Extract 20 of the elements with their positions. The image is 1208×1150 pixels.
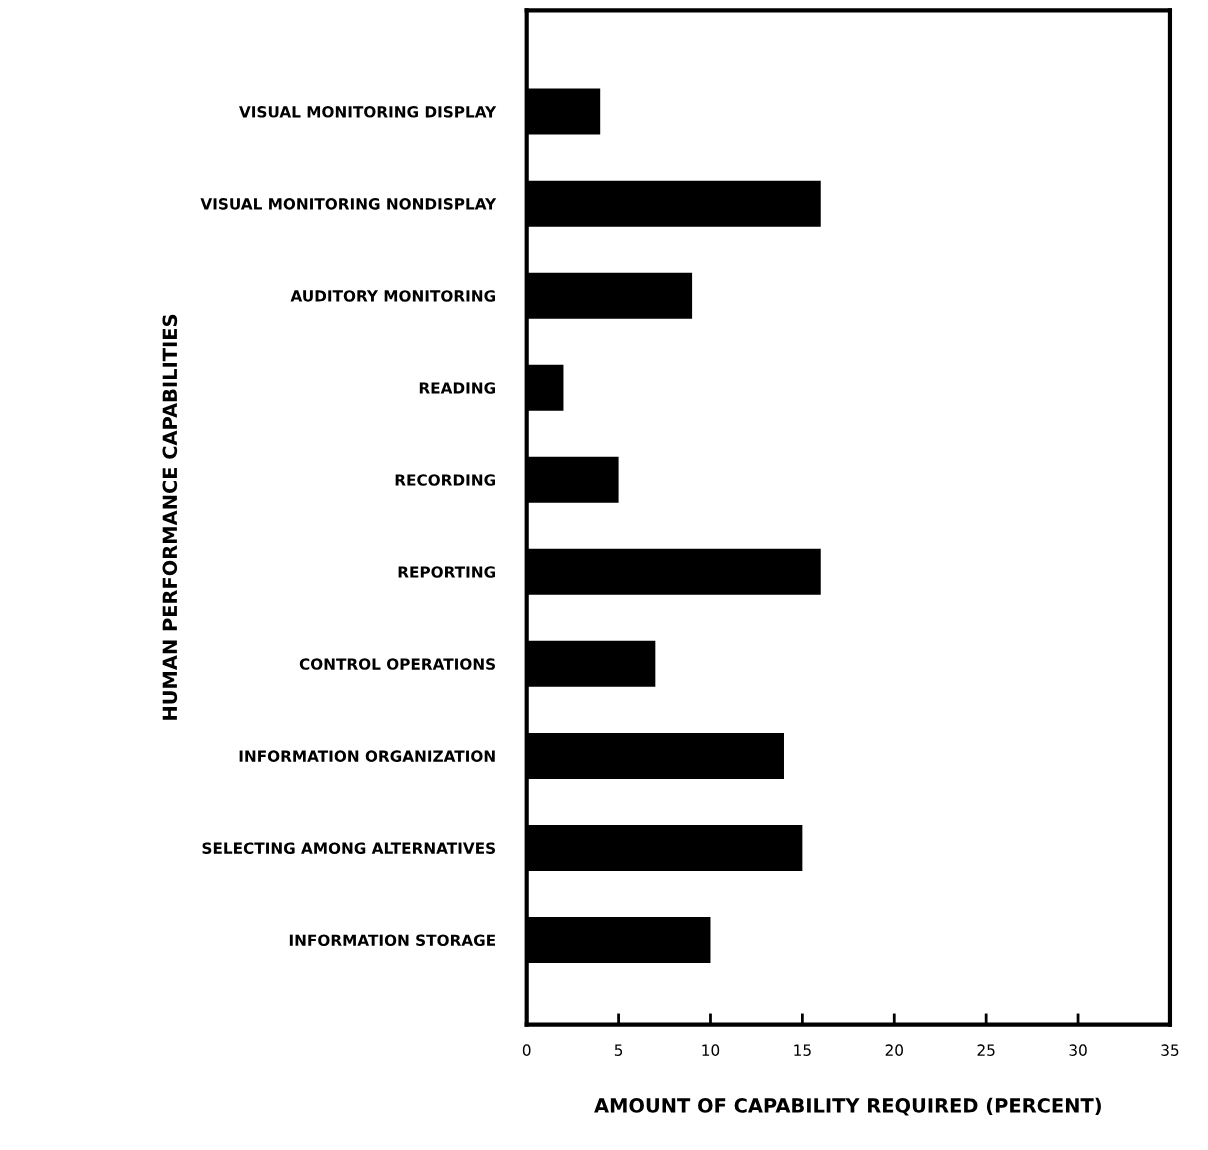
x-tick-label: 20 <box>885 1044 903 1056</box>
x-tick-label: 0 <box>522 1044 531 1056</box>
x-tick-label: 35 <box>1161 1044 1179 1056</box>
y-tick-label: INFORMATION ORGANIZATION <box>239 750 495 762</box>
y-tick-label: RECORDING <box>395 474 495 486</box>
x-tick-label: 30 <box>1069 1044 1087 1056</box>
y-tick-label: AUDITORY MONITORING <box>290 290 495 302</box>
y-tick-label: READING <box>419 382 496 394</box>
y-tick-label: VISUAL MONITORING NONDISPLAY <box>200 198 497 210</box>
x-tick-label: 25 <box>977 1044 995 1056</box>
x-axis-title: AMOUNT OF CAPABILITY REQUIRED (PERCENT) <box>594 1097 1101 1116</box>
y-tick-label: REPORTING <box>398 566 495 578</box>
y-axis-title: HUMAN PERFORMANCE CAPABILITIES <box>162 314 178 720</box>
y-tick-label: CONTROL OPERATIONS <box>299 658 496 670</box>
y-tick-label: INFORMATION STORAGE <box>289 934 496 946</box>
x-tick-label: 15 <box>794 1044 811 1056</box>
x-tick-label: 10 <box>702 1044 720 1056</box>
y-tick-label: VISUAL MONITORING DISPLAY <box>239 106 497 118</box>
x-tick-label: 5 <box>614 1044 623 1056</box>
y-tick-label: SELECTING AMONG ALTERNATIVES <box>202 842 496 854</box>
